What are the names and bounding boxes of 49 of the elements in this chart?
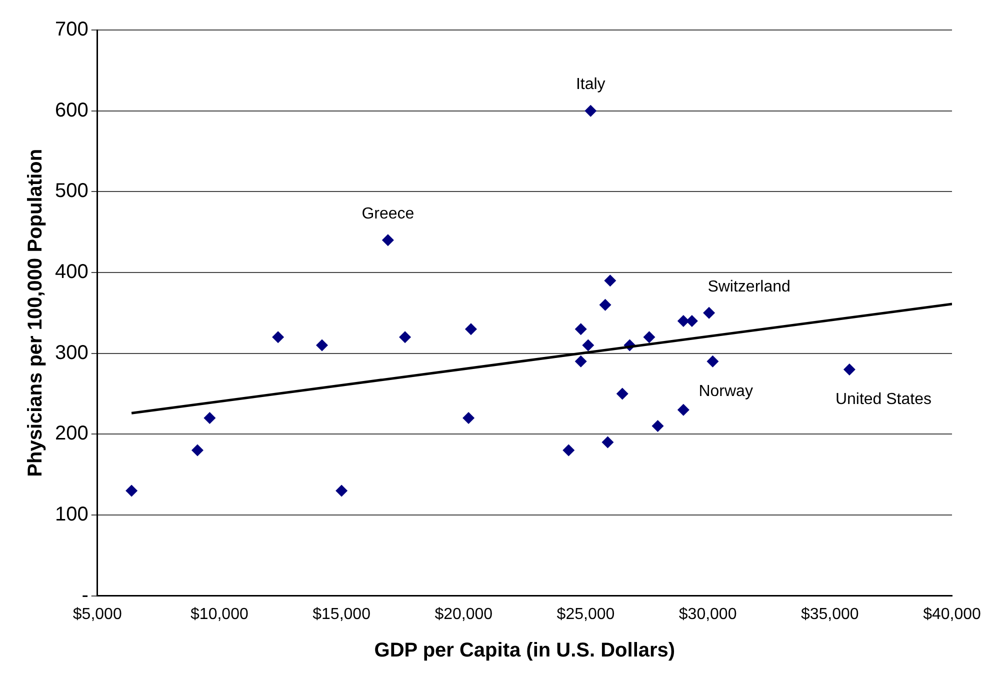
y-axis-title: Physicians per 100,000 Population <box>24 148 47 477</box>
x-tick-label: $20,000 <box>434 606 493 623</box>
point <box>652 420 664 432</box>
annotation: United States <box>835 390 932 408</box>
point <box>316 339 328 352</box>
annotation: Greece <box>362 206 414 223</box>
point <box>584 104 597 117</box>
annotation: Norway <box>698 382 753 400</box>
y-tick-label: 500 <box>54 180 88 202</box>
x-tick-label: $5,000 <box>72 606 122 623</box>
point <box>643 331 656 344</box>
point <box>464 323 477 336</box>
point <box>191 444 204 456</box>
point <box>336 484 348 497</box>
point <box>843 363 856 376</box>
annotation: Italy <box>576 76 606 94</box>
x-tick-label: $30,000 <box>678 606 737 623</box>
point <box>204 412 216 424</box>
point <box>126 484 138 497</box>
y-tick-label: 700 <box>54 18 88 41</box>
x-tick-label: $35,000 <box>800 606 859 623</box>
point <box>574 355 587 368</box>
point <box>582 339 594 352</box>
y-tick-label: 300 <box>54 342 88 364</box>
y-tick-label: 200 <box>54 422 88 445</box>
x-tick-label: $15,000 <box>312 606 371 623</box>
y-tick-label: 600 <box>54 99 88 122</box>
point <box>382 234 394 246</box>
x-tick-label: $10,000 <box>190 606 248 623</box>
point <box>604 274 616 287</box>
x-tick-label: $25,000 <box>556 606 615 623</box>
point <box>677 404 690 416</box>
point <box>562 444 575 456</box>
point <box>677 314 690 327</box>
point <box>599 298 612 311</box>
point <box>703 306 716 319</box>
point <box>616 388 628 400</box>
y-tick-label: - <box>82 584 88 606</box>
point <box>706 355 719 368</box>
point <box>462 412 475 424</box>
point <box>574 323 587 336</box>
y-tick-label: 400 <box>54 261 88 283</box>
y-tick-label: 100 <box>54 503 88 526</box>
x-axis-title: GDP per Capita (in U.S. Dollars) <box>374 640 676 662</box>
point <box>272 331 284 344</box>
x-tick-label: $40,000 <box>923 606 982 623</box>
point <box>602 436 614 448</box>
point <box>399 331 412 344</box>
annotation: Switzerland <box>708 278 790 296</box>
